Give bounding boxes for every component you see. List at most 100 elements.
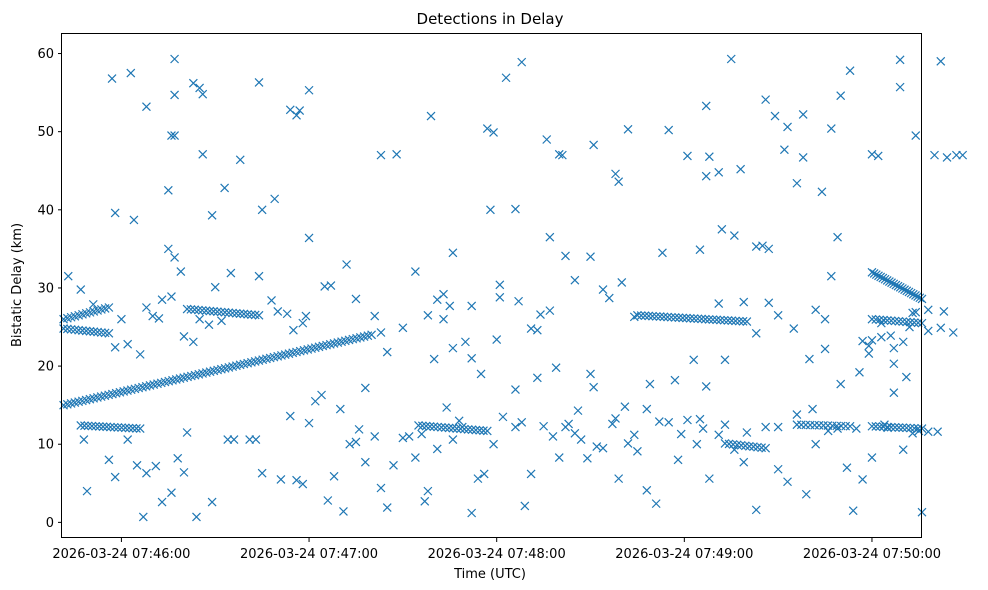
data-point: [936, 323, 946, 333]
data-point: [898, 337, 908, 347]
data-point: [439, 314, 448, 324]
data-point: [190, 305, 200, 315]
data-point: [93, 327, 102, 337]
data-point: [339, 507, 348, 516]
data-point: [820, 344, 830, 354]
data-point: [170, 131, 180, 141]
data-point: [848, 506, 858, 516]
data-point: [107, 74, 117, 83]
data-point: [836, 91, 846, 101]
data-point: [517, 57, 527, 67]
data-point: [526, 324, 536, 334]
data-point: [895, 55, 905, 65]
data-point: [128, 423, 138, 433]
data-point: [360, 457, 370, 467]
data-point: [382, 503, 392, 512]
data-point: [113, 423, 123, 432]
data-point: [783, 122, 792, 132]
data-point: [773, 464, 783, 474]
data-point: [897, 284, 907, 293]
data-point: [651, 311, 661, 321]
data-point: [882, 315, 892, 325]
data-point: [738, 316, 748, 326]
data-point: [501, 73, 511, 83]
data-point: [142, 468, 151, 478]
y-axis-label: Bistatic Delay (km): [10, 223, 25, 347]
data-point: [63, 271, 73, 281]
data-point: [826, 271, 836, 281]
data-point: [448, 435, 458, 444]
data-point: [611, 169, 620, 179]
data-point: [598, 443, 608, 453]
data-point: [479, 426, 488, 436]
data-point: [764, 244, 774, 254]
data-point: [554, 149, 564, 159]
data-point: [167, 292, 176, 301]
data-point: [604, 293, 614, 303]
data-point: [292, 475, 301, 485]
data-point: [106, 422, 115, 432]
data-point: [467, 508, 477, 518]
data-point: [693, 314, 703, 324]
data-point: [135, 349, 145, 359]
data-point: [804, 354, 814, 364]
data-point: [895, 82, 905, 92]
data-point: [736, 164, 746, 174]
data-point: [304, 418, 314, 428]
data-point: [482, 124, 492, 133]
x-tick-label: 2026-03-24 07:50:00: [803, 547, 941, 562]
data-point: [582, 453, 592, 463]
data-point: [720, 420, 730, 430]
data-point: [894, 423, 904, 432]
data-point: [198, 89, 208, 99]
data-point: [89, 327, 99, 337]
data-point: [444, 423, 454, 433]
data-point: [867, 267, 877, 277]
data-point: [323, 496, 333, 505]
data-point: [871, 422, 881, 431]
data-point: [651, 499, 661, 509]
data-point: [811, 305, 821, 315]
data-point: [655, 312, 665, 322]
y-tick-label: 50: [37, 125, 54, 140]
data-point: [188, 337, 198, 347]
data-point: [220, 183, 230, 193]
data-point: [923, 305, 933, 315]
data-point: [475, 425, 485, 435]
data-point: [701, 381, 711, 391]
data-point: [761, 422, 771, 432]
data-point: [448, 423, 458, 433]
data-point: [460, 337, 470, 347]
data-point: [511, 385, 520, 394]
x-axis-label: Time (UTC): [453, 567, 526, 582]
data-point: [82, 486, 92, 496]
data-point: [951, 150, 961, 160]
data-point: [292, 110, 301, 120]
data-point: [452, 424, 462, 433]
data-point: [561, 251, 570, 261]
data-point: [611, 414, 620, 423]
data-point: [911, 131, 921, 141]
data-point: [742, 428, 752, 437]
data-point: [326, 281, 336, 291]
data-point: [467, 353, 477, 363]
data-point: [429, 354, 439, 364]
data-point: [876, 272, 886, 282]
data-point: [420, 496, 430, 506]
data-point: [886, 422, 896, 432]
data-point: [773, 310, 783, 320]
data-point: [814, 420, 824, 430]
data-point: [682, 313, 691, 323]
data-point: [392, 149, 402, 159]
data-point: [135, 424, 145, 434]
data-point: [783, 477, 792, 487]
data-point: [867, 314, 877, 324]
data-point: [235, 155, 245, 165]
data-point: [425, 421, 435, 431]
data-point: [317, 390, 326, 400]
data-point: [110, 342, 120, 352]
data-point: [157, 497, 167, 507]
data-point: [224, 308, 234, 318]
data-point: [636, 311, 646, 320]
data-point: [869, 269, 879, 278]
